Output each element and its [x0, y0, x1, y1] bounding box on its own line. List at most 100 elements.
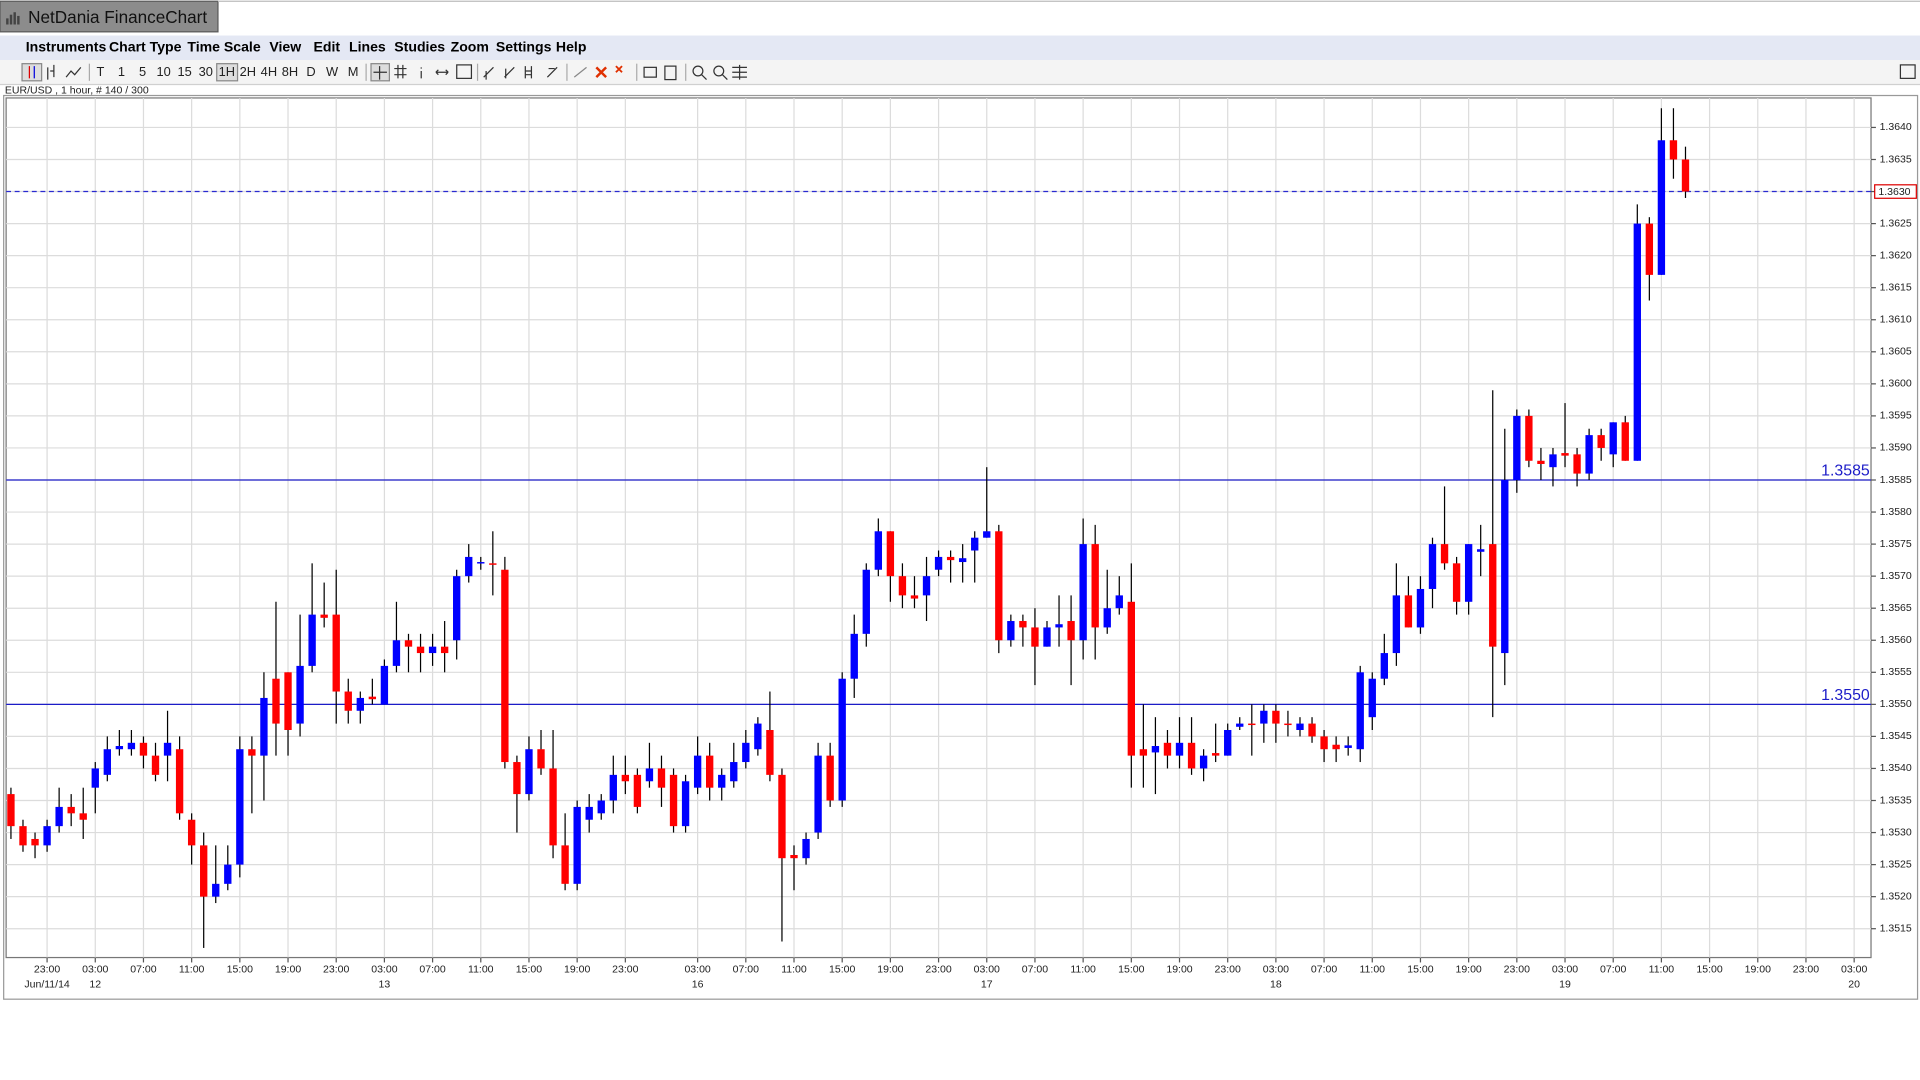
candle-body	[1091, 544, 1099, 628]
candle-body	[838, 678, 846, 801]
menu-item[interactable]: Lines	[349, 38, 386, 54]
app-tab[interactable]	[0, 0, 219, 33]
x-tick-label: 19:00	[275, 964, 301, 976]
timescale-button[interactable]: 10	[156, 64, 170, 79]
date-label: 20	[1848, 978, 1860, 990]
candle-body	[55, 806, 63, 827]
y-tick-label: 1.3580	[1880, 506, 1912, 518]
timescale-button[interactable]: 5	[139, 64, 146, 79]
candle-body	[706, 755, 714, 788]
menu-item[interactable]: Edit	[313, 38, 340, 54]
timescale-button[interactable]: 2H	[240, 64, 256, 79]
menu-item[interactable]: Instruments	[26, 38, 107, 54]
candle-body	[958, 558, 967, 563]
timescale-button[interactable]: D	[306, 64, 315, 79]
draw-tools[interactable]	[483, 66, 558, 80]
x-tick-label: 03:00	[974, 964, 1000, 976]
timescale-button[interactable]: 15	[178, 64, 192, 79]
y-tick-label: 1.3600	[1880, 378, 1912, 390]
candle-body	[428, 646, 437, 654]
menu-item[interactable]: Studies	[394, 38, 445, 54]
candle-body	[778, 774, 786, 859]
menu-item[interactable]: Settings	[496, 38, 552, 54]
x-tick-label: 07:00	[419, 964, 445, 976]
candle-body	[1320, 736, 1328, 750]
delete-all-button[interactable]	[615, 65, 623, 73]
candle-body	[898, 576, 907, 596]
menu-item[interactable]: Chart Type	[109, 38, 182, 54]
candle-body	[971, 537, 979, 551]
menu-item[interactable]: Time Scale	[187, 38, 260, 54]
x-tick-label: 19:00	[877, 964, 903, 976]
candle-body	[501, 569, 509, 763]
candle-body	[67, 806, 75, 814]
zoom-out-button[interactable]	[713, 65, 725, 77]
menu-item[interactable]: Zoom	[451, 38, 489, 54]
toolbar-icons	[21, 63, 1916, 82]
candle-body	[802, 838, 810, 859]
timescale-button[interactable]: T	[96, 64, 104, 79]
timescale-button[interactable]: 30	[199, 64, 213, 79]
candle-body	[718, 774, 726, 788]
candle-body	[1657, 140, 1666, 275]
y-tick-label: 1.3535	[1880, 794, 1912, 806]
x-tick-label: 11:00	[1649, 964, 1675, 976]
candle-body	[1067, 621, 1075, 641]
zoom-in-button[interactable]	[692, 65, 704, 77]
print-button[interactable]	[643, 66, 657, 78]
candle-body	[1236, 723, 1244, 727]
timescale-button[interactable]: 4H	[261, 64, 277, 79]
window-button[interactable]	[1899, 64, 1916, 79]
menu-item[interactable]: View	[269, 38, 301, 54]
candle-body	[308, 614, 316, 666]
candle-body	[1151, 746, 1160, 753]
x-tick-label: 19:00	[1166, 964, 1192, 976]
delete-button[interactable]	[595, 66, 607, 79]
volume-button[interactable]	[456, 64, 473, 79]
preview-button[interactable]	[664, 65, 677, 81]
y-tick-label: 1.3565	[1880, 602, 1912, 614]
menu-item[interactable]: Help	[556, 38, 587, 54]
candle-body	[1549, 454, 1557, 468]
x-tick-label: 23:00	[1504, 964, 1530, 976]
candle-body	[477, 562, 485, 564]
candle-body	[212, 883, 220, 897]
fit-button[interactable]	[732, 64, 747, 80]
x-tick-label: 15:00	[829, 964, 855, 976]
timescale-button[interactable]: 1H	[219, 64, 235, 79]
candle-body	[380, 665, 389, 705]
candle-body	[1404, 595, 1413, 628]
y-tick-label: 1.3540	[1880, 762, 1912, 774]
instrument-info: EUR/USD , 1 hour, # 140 / 300	[5, 84, 149, 96]
candle-body	[1585, 435, 1593, 474]
scroll-button[interactable]	[435, 69, 449, 76]
title-bar	[0, 0, 1920, 35]
timescale-button[interactable]: W	[326, 64, 339, 79]
timescale-button[interactable]: 1	[118, 64, 125, 79]
level-label: 1.3585	[1821, 463, 1870, 480]
candle-body	[1392, 595, 1401, 654]
candle-body	[139, 742, 148, 756]
candle-body	[79, 813, 87, 820]
x-tick-label: 19:00	[564, 964, 590, 976]
line-button[interactable]	[65, 66, 82, 78]
candle-body	[754, 723, 762, 750]
y-tick-label: 1.3550	[1880, 698, 1912, 710]
timescale-button[interactable]: 8H	[282, 64, 298, 79]
candle-body	[187, 819, 196, 846]
menu-bar	[0, 35, 1920, 60]
x-tick-label: 19:00	[1745, 964, 1771, 976]
timescale-button[interactable]: M	[348, 64, 359, 79]
candle-body	[151, 755, 160, 775]
candle-body	[260, 697, 268, 756]
x-tick-label: 07:00	[1600, 964, 1626, 976]
candle-body	[1464, 544, 1473, 602]
candle-body	[1368, 678, 1376, 718]
candle-body	[404, 640, 413, 647]
bar-button[interactable]	[47, 64, 55, 80]
candle-body	[826, 755, 834, 801]
last-price-label: 1.3630	[1878, 186, 1910, 198]
grid-button[interactable]	[394, 64, 407, 79]
candle-button[interactable]	[21, 63, 43, 82]
candle-body	[1332, 744, 1340, 750]
